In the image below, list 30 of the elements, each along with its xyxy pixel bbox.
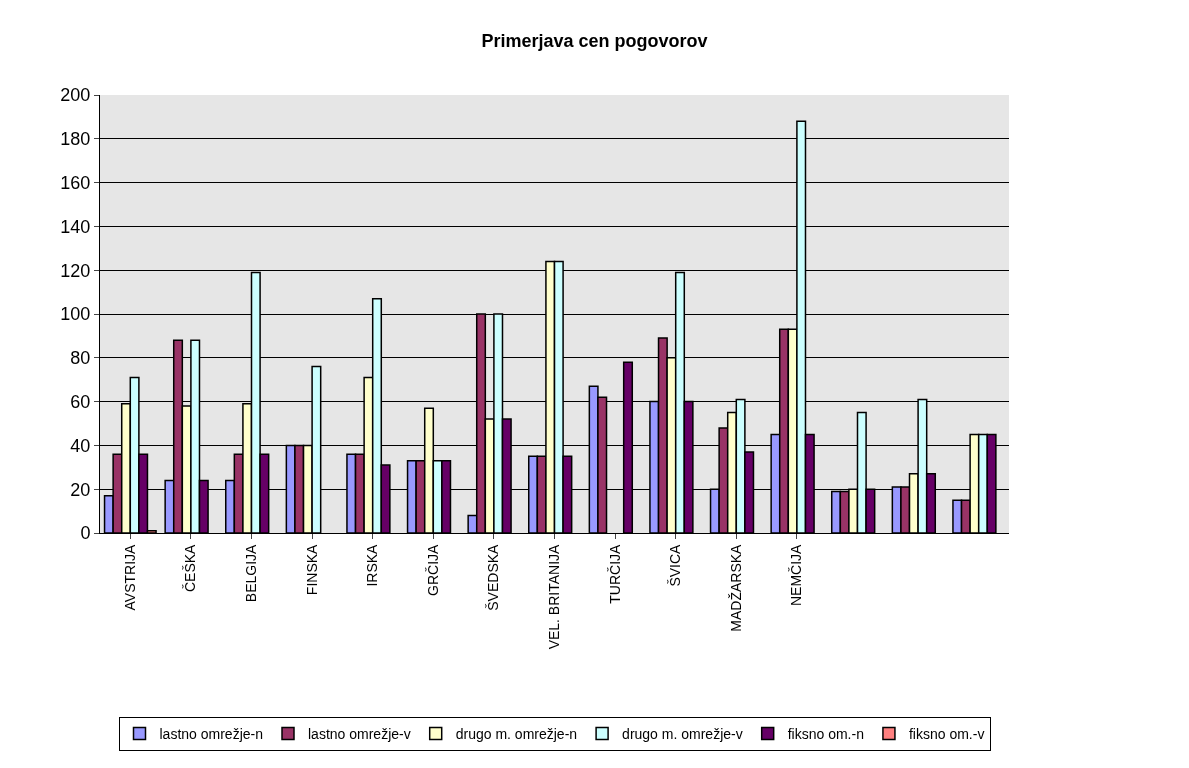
y-tick-label: 160 bbox=[60, 172, 91, 193]
x-tick-label: GRČIJA bbox=[424, 543, 441, 596]
x-tick-label: NEMČIJA bbox=[788, 543, 805, 607]
legend-label: fiksno om.-n bbox=[787, 726, 864, 743]
x-tick-label: VEL. BRITANIJA bbox=[546, 543, 563, 650]
x-tick-label: FINSKA bbox=[303, 543, 320, 596]
x-tick-label: AVSTRIJA bbox=[121, 543, 138, 611]
y-tick-label: 200 bbox=[60, 85, 91, 106]
x-tick-label: MADŽARSKA bbox=[727, 543, 744, 632]
legend-label: lastno omrežje-n bbox=[159, 726, 263, 743]
x-tick-label: ŠVICA bbox=[667, 543, 684, 587]
legend-label: drugo m. omrežje-n bbox=[455, 726, 578, 743]
chart-title: Primerjava cen pogovorov bbox=[481, 31, 708, 52]
x-tick-label: ŠVEDSKA bbox=[485, 543, 502, 611]
x-tick-label: ČEŠKA bbox=[182, 543, 199, 593]
y-tick-label: 100 bbox=[60, 304, 91, 325]
y-tick-label: 140 bbox=[60, 216, 91, 237]
legend-label: fiksno om.-v bbox=[908, 726, 985, 743]
y-tick-label: 120 bbox=[60, 260, 91, 281]
x-tick-label: IRSKA bbox=[364, 543, 381, 587]
y-tick-label: 40 bbox=[70, 435, 91, 456]
legend-label: lastno omrežje-v bbox=[308, 726, 411, 743]
y-tick-label: 0 bbox=[80, 523, 91, 544]
y-tick-label: 60 bbox=[70, 391, 91, 412]
x-tick-label: BELGIJA bbox=[243, 543, 260, 603]
y-tick-label: 20 bbox=[70, 479, 91, 500]
y-tick-label: 80 bbox=[70, 348, 91, 369]
legend-label: drugo m. omrežje-v bbox=[622, 726, 743, 743]
y-tick-label: 180 bbox=[60, 129, 91, 150]
x-tick-label: TURČIJA bbox=[606, 543, 623, 604]
